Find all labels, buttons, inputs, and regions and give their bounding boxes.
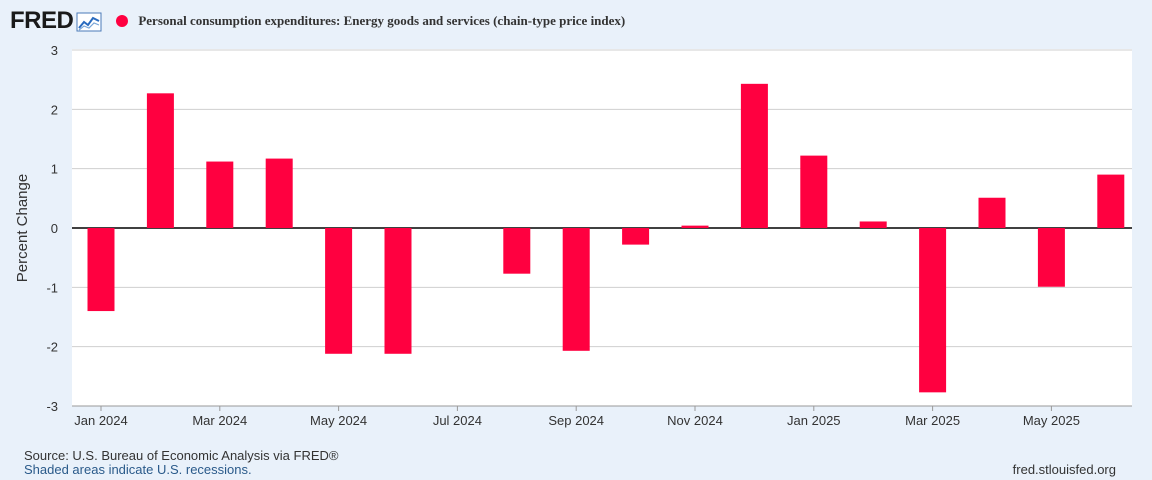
x-tick-label: Jan 2025 [787,413,841,428]
bar-jan-2025[interactable] [800,155,828,228]
recession-note[interactable]: Shaded areas indicate U.S. recessions. [24,462,252,477]
bar-jun-2024[interactable] [384,228,412,354]
legend-marker [116,15,129,27]
y-tick-label: 1 [51,162,58,177]
source-note: Source: U.S. Bureau of Economic Analysis… [24,448,339,463]
bar-mar-2025[interactable] [919,228,947,393]
bar-jun-2025[interactable] [1097,174,1125,228]
bar-mar-2024[interactable] [206,161,234,228]
legend-label[interactable]: Personal consumption expenditures: Energ… [138,13,626,28]
y-tick-label: 0 [51,221,58,236]
x-ticks: Jan 2024 Mar 2024 May 2024 Jul 2024 Sep 2024… [72,405,1132,428]
bar-aug-2024[interactable] [503,228,531,274]
bar-may-2025[interactable] [1037,228,1065,287]
y-tick-label: -3 [46,399,58,414]
y-tick-label: -2 [46,340,58,355]
source-text: U.S. Bureau of Economic Analysis via FRE… [72,448,339,463]
site-url[interactable]: fred.stlouisfed.org [1012,462,1116,477]
y-axis-label: Percent Change [14,174,31,282]
bar-dec-2024[interactable] [740,83,768,229]
fred-logo[interactable]: FRED [10,7,74,34]
x-tick-label: Sep 2024 [548,413,604,428]
bar-nov-2024[interactable] [681,225,709,228]
source-prefix: Source: [24,448,73,463]
bar-may-2024[interactable] [325,228,353,354]
x-tick-label: Nov 2024 [667,413,723,428]
y-tick-label: 2 [51,102,58,117]
bar-feb-2024[interactable] [146,93,174,229]
x-tick-label: Mar 2024 [192,413,247,428]
x-tick-label: May 2024 [310,413,367,428]
x-tick-label: Jan 2024 [74,413,128,428]
bar-apr-2024[interactable] [265,158,293,228]
y-tick-label: 3 [51,43,58,58]
y-tick-label: -1 [46,280,58,295]
x-tick-label: Mar 2025 [905,413,960,428]
bar-sep-2024[interactable] [562,228,590,351]
bars [87,83,1125,393]
x-tick-label: May 2025 [1023,413,1080,428]
header: FRED Personal consumption expenditures: … [10,6,625,36]
bar-oct-2024[interactable] [622,228,650,245]
x-tick-label: Jul 2024 [433,413,482,428]
chart-line-icon [76,12,102,32]
bar-feb-2025[interactable] [859,221,887,228]
bar-jan-2024[interactable] [87,228,115,312]
y-ticks: 3 2 1 0 -1 -2 -3 [46,43,58,414]
bar-apr-2025[interactable] [978,197,1006,228]
